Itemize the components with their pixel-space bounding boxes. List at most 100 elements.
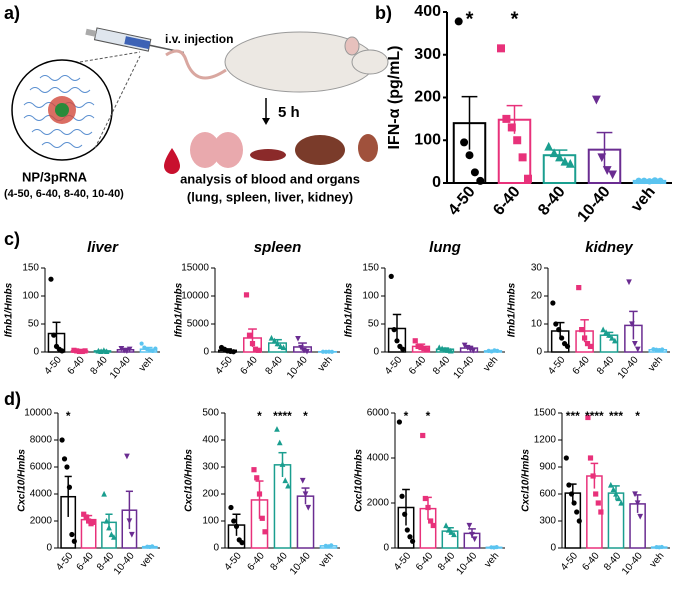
panel-label: c) xyxy=(4,229,20,249)
data-point xyxy=(51,332,57,338)
data-point xyxy=(128,531,135,538)
y-tick-label: 100 xyxy=(22,291,39,302)
data-point xyxy=(576,518,582,524)
data-point xyxy=(632,491,638,498)
x-tick-label: 6-40 xyxy=(239,354,261,377)
x-tick-label: 10-40 xyxy=(108,354,133,381)
x-tick-label: 8-40 xyxy=(264,354,286,377)
y-tick-label: 0 xyxy=(203,347,209,358)
data-point xyxy=(256,491,263,497)
x-tick-label: veh xyxy=(628,183,659,215)
data-point xyxy=(126,518,133,525)
y-tick-label: 2000 xyxy=(30,516,53,527)
data-point xyxy=(424,347,430,353)
data-point xyxy=(576,285,582,291)
x-tick-label: 6-40 xyxy=(571,354,593,377)
data-point xyxy=(304,348,310,355)
data-point xyxy=(651,177,659,184)
data-point xyxy=(231,518,237,524)
data-point xyxy=(559,335,565,341)
significance: **** xyxy=(273,409,292,423)
data-point xyxy=(634,346,641,353)
x-tick-label: 10-40 xyxy=(451,354,476,381)
chart-title: spleen xyxy=(254,239,302,256)
data-point xyxy=(326,349,332,354)
data-point xyxy=(497,44,505,53)
y-tick-label: 300 xyxy=(202,462,219,473)
x-tick-label: veh xyxy=(648,551,667,570)
zoom-line xyxy=(94,55,141,149)
data-point xyxy=(587,455,594,461)
data-point xyxy=(64,464,70,470)
data-point xyxy=(268,334,275,341)
x-tick-label: 8-40 xyxy=(89,354,111,377)
x-tick-label: 8-40 xyxy=(431,354,453,377)
data-point xyxy=(560,156,570,166)
x-tick-label: 6-40 xyxy=(407,354,429,377)
data-point xyxy=(657,177,664,185)
x-tick-label: 4-50 xyxy=(43,354,65,377)
data-point xyxy=(443,522,449,529)
time-label: 5 h xyxy=(278,104,300,121)
significance: * xyxy=(635,409,640,423)
significance: * xyxy=(466,8,474,30)
data-point xyxy=(415,343,421,349)
data-point xyxy=(420,432,426,439)
y-tick-label: 10000 xyxy=(181,291,209,302)
chart-title: kidney xyxy=(585,239,633,256)
data-point xyxy=(579,327,585,333)
x-tick-label: veh xyxy=(316,355,335,374)
x-tick-label: 4-50 xyxy=(223,550,245,573)
data-point xyxy=(466,522,473,529)
data-point xyxy=(243,292,250,298)
data-point xyxy=(410,538,416,544)
significance: * xyxy=(257,409,262,423)
data-point xyxy=(150,348,155,353)
data-point xyxy=(587,343,594,349)
data-point xyxy=(61,456,68,462)
x-tick-label: 4-50 xyxy=(559,550,581,573)
data-point xyxy=(305,504,312,511)
y-axis-label: Ifnb1/Hmbs xyxy=(174,282,185,337)
data-point xyxy=(593,491,599,497)
data-point xyxy=(544,141,554,151)
data-point xyxy=(285,482,291,489)
data-point xyxy=(233,523,240,530)
data-point xyxy=(83,514,89,520)
data-point xyxy=(124,453,130,460)
data-point xyxy=(282,477,289,484)
panel-label: a) xyxy=(4,3,20,23)
data-point xyxy=(59,437,65,443)
data-point xyxy=(600,326,607,333)
data-point xyxy=(565,158,575,168)
data-point xyxy=(632,341,638,347)
x-tick-label: 8-40 xyxy=(595,354,617,377)
data-point xyxy=(249,341,256,347)
data-point xyxy=(637,513,644,520)
data-point xyxy=(502,114,511,123)
data-point xyxy=(274,340,281,347)
data-point xyxy=(590,473,596,479)
data-point xyxy=(111,534,117,540)
data-point xyxy=(494,545,499,550)
data-point xyxy=(274,426,280,432)
core-inner xyxy=(55,103,69,117)
significance: *** xyxy=(566,409,580,423)
data-point xyxy=(555,152,564,162)
data-point xyxy=(228,504,234,511)
data-point xyxy=(595,500,601,506)
data-point xyxy=(460,138,469,147)
y-tick-label: 8000 xyxy=(30,435,53,446)
data-point xyxy=(48,276,54,282)
y-tick-label: 500 xyxy=(202,408,219,419)
data-point xyxy=(74,348,80,354)
data-point xyxy=(448,529,455,535)
y-axis-label: Ifnb1/Hmbs xyxy=(344,282,355,337)
data-point xyxy=(447,347,454,354)
y-tick-label: 4000 xyxy=(367,453,390,464)
x-tick-label: veh xyxy=(646,355,665,374)
data-point xyxy=(585,414,591,421)
x-tick-label: 8-40 xyxy=(269,550,291,573)
data-point xyxy=(550,300,556,306)
y-tick-label: 100 xyxy=(414,131,441,148)
